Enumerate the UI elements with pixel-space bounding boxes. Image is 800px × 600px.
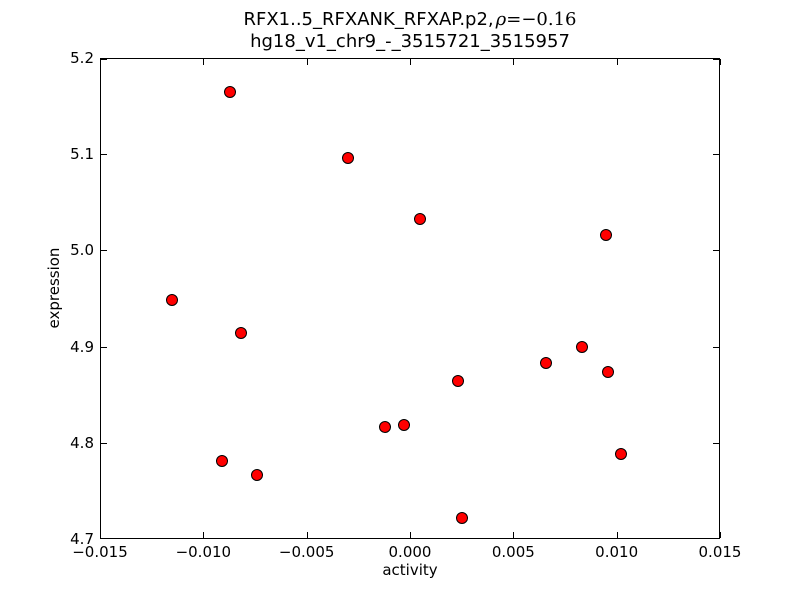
x-tick (513, 532, 515, 538)
data-point (455, 511, 468, 524)
x-tick (203, 532, 205, 538)
plot-title: RFX1..5_RFXANK_RFXAP.p2, ρ=−0.16 hg18_v1_… (100, 9, 720, 53)
plot-title-line1: RFX1..5_RFXANK_RFXAP.p2, ρ=−0.16 (100, 9, 720, 31)
y-tick-label: 4.9 (70, 337, 94, 356)
y-tick (101, 346, 107, 348)
y-tick (101, 250, 107, 252)
data-point (379, 421, 392, 434)
y-tick (713, 538, 719, 539)
y-tick-label: 4.8 (70, 433, 94, 452)
y-tick (713, 250, 719, 252)
x-tick-label: −0.005 (278, 543, 335, 561)
x-tick (410, 532, 411, 538)
x-tick-label: 0.015 (698, 543, 742, 561)
y-tick-label: 5.1 (70, 145, 94, 164)
data-point (614, 448, 627, 461)
data-point (234, 327, 247, 340)
y-tick (101, 442, 107, 444)
x-tick-label: 0.010 (595, 543, 639, 561)
x-tick (306, 532, 308, 538)
plot-title-line2: hg18_v1_chr9_-_3515721_3515957 (250, 31, 570, 52)
x-tick-label: 0.000 (388, 543, 432, 561)
x-axis-label: activity (382, 561, 438, 579)
data-point (540, 356, 553, 369)
data-point (397, 418, 410, 431)
y-tick (101, 154, 107, 156)
x-tick (616, 532, 618, 538)
y-tick (713, 154, 719, 156)
x-tick-label: −0.015 (72, 543, 128, 561)
x-tick (720, 532, 721, 538)
x-tick (513, 59, 515, 65)
data-point (215, 455, 228, 468)
rho-symbol: ρ (495, 9, 507, 30)
x-tick (203, 59, 205, 65)
data-point (575, 340, 588, 353)
y-tick (713, 346, 719, 348)
y-tick-label: 5.2 (70, 49, 94, 67)
y-tick (713, 442, 719, 444)
y-tick (101, 59, 107, 60)
y-tick-label: 4.7 (70, 530, 94, 548)
plot-title-text: RFX1..5_RFXANK_RFXAP.p2, (243, 9, 494, 30)
y-tick (101, 538, 107, 539)
plot-area (100, 58, 721, 539)
data-point (251, 468, 264, 481)
data-point (342, 152, 354, 165)
x-tick-label: −0.010 (175, 543, 232, 561)
x-tick-label: 0.005 (491, 543, 535, 561)
x-tick (720, 59, 721, 65)
data-point (166, 294, 179, 307)
rho-value: =−0.16 (506, 9, 577, 30)
data-point (224, 85, 237, 98)
x-tick (616, 59, 618, 65)
x-tick (410, 59, 411, 65)
data-point (602, 365, 615, 378)
x-tick (100, 59, 101, 65)
x-tick (306, 59, 308, 65)
data-point (451, 375, 464, 388)
y-tick-label: 5.0 (70, 241, 94, 260)
y-tick (713, 59, 719, 60)
data-point (600, 229, 613, 241)
data-point (414, 212, 427, 225)
x-tick (100, 532, 101, 538)
